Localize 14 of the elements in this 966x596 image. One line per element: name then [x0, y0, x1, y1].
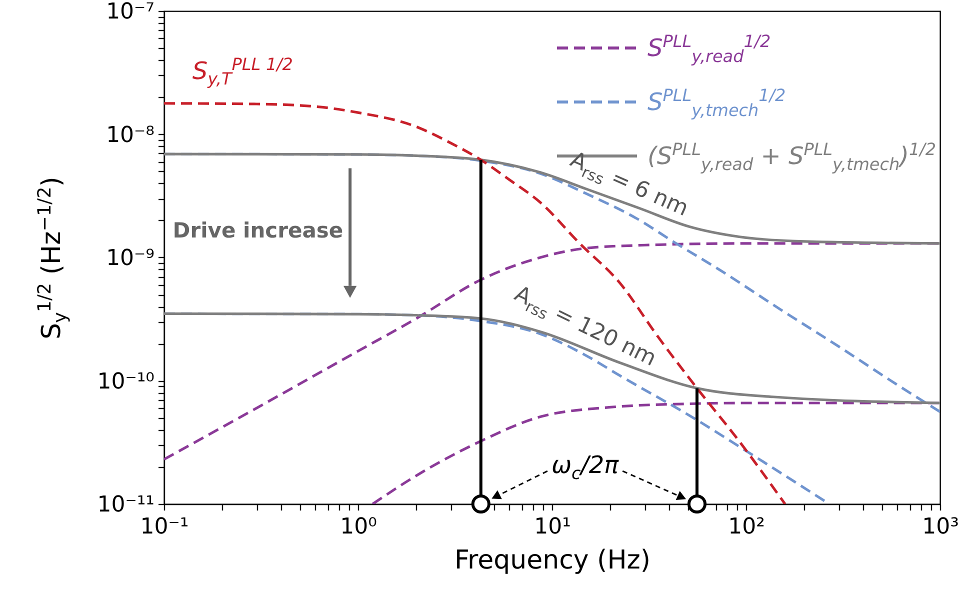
- y-tick-label: 10⁻⁹: [106, 246, 154, 271]
- x-tick-label: 10²: [728, 514, 765, 540]
- y-tick-label: 10⁻¹¹: [97, 492, 154, 518]
- annotation: Drive increase: [172, 218, 344, 243]
- x-axis-title: Frequency (Hz): [454, 546, 651, 576]
- y-tick-label: 10⁻⁸: [106, 122, 155, 148]
- x-tick-label: 10³: [922, 514, 959, 540]
- y-tick-label: 10⁻¹⁰: [97, 369, 155, 394]
- x-tick-label: 10⁻¹: [140, 514, 189, 540]
- legend-label: (S$^{PLL}$$_{y,read}$ + S$^{PLL}$$_{y,tmech}$)$^{1/2}$: [648, 139, 936, 174]
- x-tick-label: 10¹: [534, 514, 571, 540]
- y-tick-label: 10⁻⁷: [106, 0, 154, 24]
- annotation: ω$_{c}$/2π: [551, 451, 619, 483]
- x-tick-label: 10⁰: [340, 514, 378, 540]
